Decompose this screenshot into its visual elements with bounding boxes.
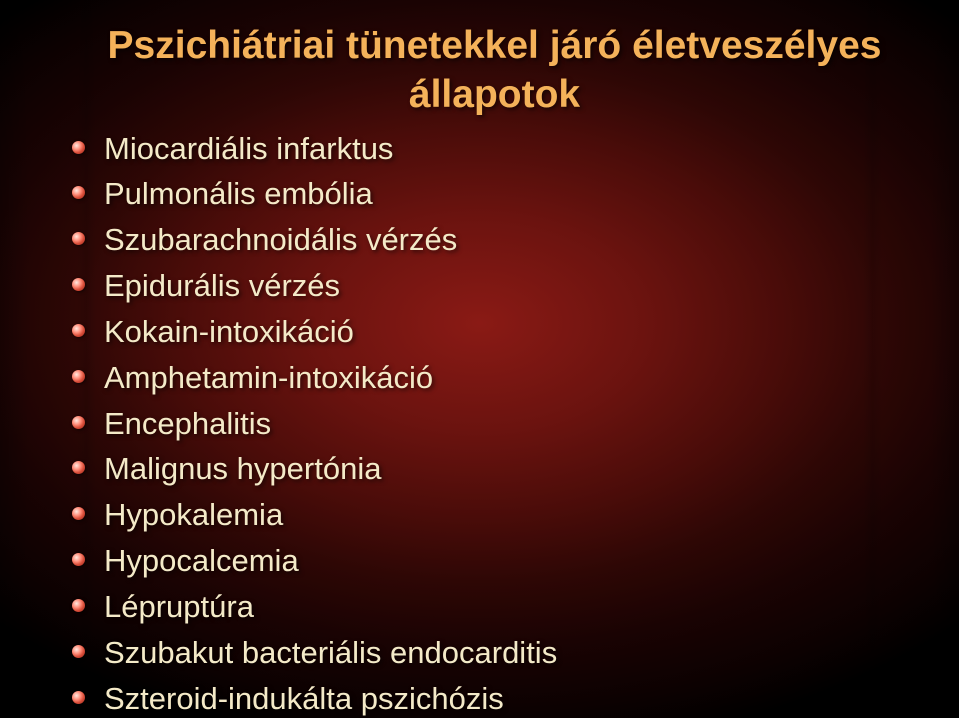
title-line-2: állapotok: [409, 73, 580, 116]
list-item: Hypocalcemia: [70, 540, 919, 582]
list-item: Malignus hypertónia: [70, 448, 919, 490]
list-item-text: Malignus hypertónia: [104, 451, 381, 486]
list-item: Pulmonális embólia: [70, 173, 919, 215]
title-line-1: Pszichiátriai tünetekkel járó életveszél…: [108, 24, 882, 67]
list-item: Lépruptúra: [70, 586, 919, 628]
list-item: Hypokalemia: [70, 494, 919, 536]
list-item-text: Lépruptúra: [104, 589, 254, 624]
bullet-list: Miocardiális infarktus Pulmonális embóli…: [70, 128, 919, 718]
list-item: Encephalitis: [70, 403, 919, 445]
list-item-text: Epidurális vérzés: [104, 268, 340, 303]
list-item-text: Amphetamin-intoxikáció: [104, 360, 433, 395]
list-item: Szubarachnoidális vérzés: [70, 219, 919, 261]
slide-content: Pszichiátriai tünetekkel járó életveszél…: [0, 0, 959, 718]
list-item: Szubakut bacteriális endocarditis: [70, 632, 919, 674]
list-item-text: Szteroid-indukálta pszichózis: [104, 681, 504, 716]
list-item-text: Pulmonális embólia: [104, 176, 373, 211]
slide-title: Pszichiátriai tünetekkel járó életveszél…: [70, 22, 919, 120]
list-item: Miocardiális infarktus: [70, 128, 919, 170]
slide: Pszichiátriai tünetekkel járó életveszél…: [0, 0, 959, 718]
list-item-text: Hypokalemia: [104, 497, 283, 532]
list-item: Kokain-intoxikáció: [70, 311, 919, 353]
list-item-text: Encephalitis: [104, 406, 271, 441]
list-item-text: Szubakut bacteriális endocarditis: [104, 635, 557, 670]
list-item: Epidurális vérzés: [70, 265, 919, 307]
list-item: Amphetamin-intoxikáció: [70, 357, 919, 399]
list-item-text: Szubarachnoidális vérzés: [104, 222, 457, 257]
list-item-text: Hypocalcemia: [104, 543, 299, 578]
list-item: Szteroid-indukálta pszichózis: [70, 678, 919, 718]
list-item-text: Miocardiális infarktus: [104, 131, 393, 166]
list-item-text: Kokain-intoxikáció: [104, 314, 354, 349]
